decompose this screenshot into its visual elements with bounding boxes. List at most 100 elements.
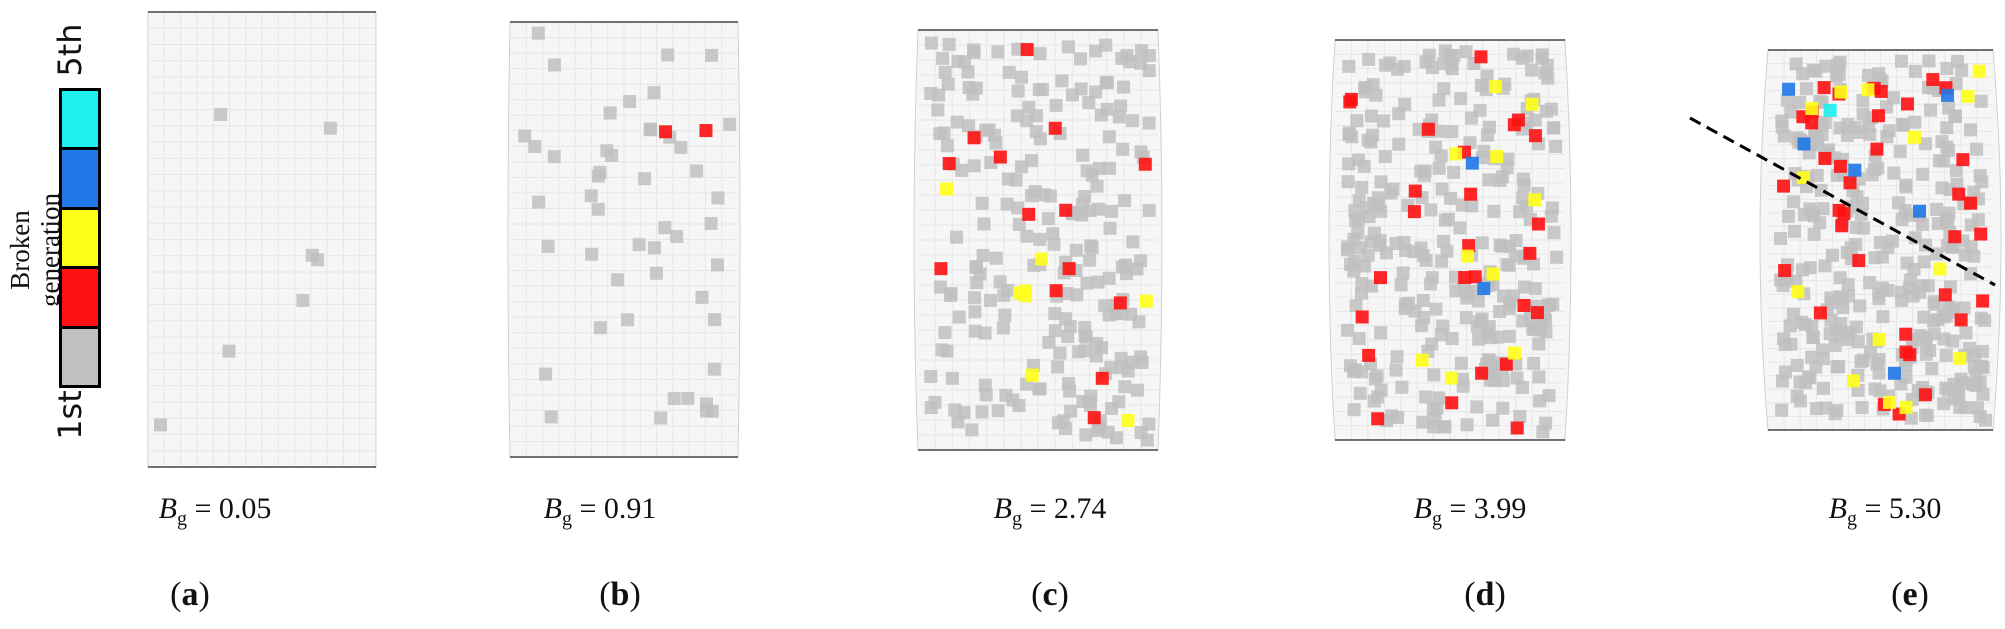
broken-block: [638, 172, 652, 186]
broken-block: [1805, 101, 1819, 115]
bg-subscript: g: [561, 508, 572, 530]
broken-block: [1834, 85, 1848, 99]
broken-block: [1818, 115, 1832, 129]
broken-block: [1949, 163, 1963, 177]
broken-block: [1916, 167, 1930, 181]
broken-block: [1544, 209, 1558, 223]
broken-block: [1956, 153, 1970, 167]
broken-block: [1350, 114, 1364, 128]
broken-block: [1501, 152, 1515, 166]
broken-block: [154, 418, 168, 432]
broken-block: [1049, 98, 1063, 112]
broken-block: [1525, 97, 1539, 111]
broken-block: [1445, 396, 1459, 410]
broken-block: [1078, 189, 1092, 203]
broken-block: [1775, 120, 1789, 134]
broken-block: [296, 293, 310, 307]
legend-swatch-2nd: [62, 266, 98, 326]
broken-block: [1073, 52, 1087, 66]
broken-block: [1810, 168, 1824, 182]
broken-block: [1011, 84, 1025, 98]
broken-block: [214, 108, 228, 122]
broken-block: [1517, 178, 1531, 192]
broken-block: [1459, 45, 1473, 59]
broken-block: [1486, 413, 1500, 427]
broken-block: [632, 238, 646, 252]
broken-block: [1502, 329, 1516, 343]
bg-label-a: Bg = 0.05: [158, 492, 272, 530]
broken-block: [1966, 377, 1980, 391]
broken-block: [1435, 254, 1449, 268]
broken-block: [1928, 297, 1942, 311]
broken-block: [311, 253, 325, 267]
broken-block: [1807, 227, 1821, 241]
broken-block: [1361, 133, 1375, 147]
broken-block: [976, 248, 990, 262]
broken-block: [707, 362, 721, 376]
broken-block: [968, 305, 982, 319]
broken-block: [1426, 403, 1440, 417]
broken-block: [1786, 307, 1800, 321]
broken-block: [1389, 363, 1403, 377]
broken-block: [547, 150, 561, 164]
broken-block: [1933, 262, 1947, 276]
broken-block: [1520, 49, 1534, 63]
broken-block: [1089, 349, 1103, 363]
broken-block: [999, 388, 1013, 402]
broken-block: [1378, 150, 1392, 164]
broken-block: [1778, 264, 1792, 278]
broken-block: [1954, 313, 1968, 327]
broken-block: [1818, 151, 1832, 165]
broken-block: [1896, 118, 1910, 132]
broken-block: [1432, 93, 1446, 107]
broken-block: [1102, 271, 1116, 285]
broken-block: [1851, 335, 1865, 349]
broken-block: [1513, 205, 1527, 219]
broken-block: [1800, 82, 1814, 96]
broken-block: [1819, 59, 1833, 73]
broken-block: [958, 55, 972, 69]
broken-block: [1948, 230, 1962, 244]
broken-block: [1414, 164, 1428, 178]
broken-block: [1516, 191, 1530, 205]
broken-block: [1091, 424, 1105, 438]
broken-block: [1053, 346, 1067, 360]
broken-block: [681, 391, 695, 405]
broken-block: [1361, 248, 1375, 262]
broken-block: [1112, 110, 1126, 124]
broken-block: [967, 131, 981, 145]
broken-block: [1115, 51, 1129, 65]
broken-block: [547, 58, 561, 72]
broken-block: [1806, 206, 1820, 220]
broken-block: [1515, 381, 1529, 395]
broken-block: [1364, 109, 1378, 123]
broken-block: [1462, 239, 1476, 253]
broken-block: [934, 262, 948, 276]
broken-block: [1347, 403, 1361, 417]
broken-block: [1102, 130, 1116, 144]
specimen-d: [1328, 39, 1572, 441]
broken-block: [1937, 397, 1951, 411]
broken-block: [1033, 47, 1047, 61]
broken-block: [1887, 366, 1901, 380]
broken-block: [1489, 80, 1503, 94]
broken-block: [1009, 173, 1023, 187]
broken-block: [1033, 232, 1047, 246]
broken-block: [991, 45, 1005, 59]
broken-block: [1348, 204, 1362, 218]
broken-block: [1787, 224, 1801, 238]
broken-block: [1022, 100, 1036, 114]
broken-block: [1814, 183, 1828, 197]
broken-block: [991, 404, 1005, 418]
broken-block: [1547, 121, 1561, 135]
broken-block: [968, 291, 982, 305]
broken-block: [1809, 64, 1823, 78]
bg-value-b: 0.91: [603, 492, 657, 525]
broken-block: [1835, 219, 1849, 233]
broken-block: [1033, 132, 1047, 146]
broken-block: [1531, 217, 1545, 231]
broken-block: [1528, 282, 1542, 296]
broken-block: [1355, 365, 1369, 379]
broken-block: [1508, 346, 1522, 360]
